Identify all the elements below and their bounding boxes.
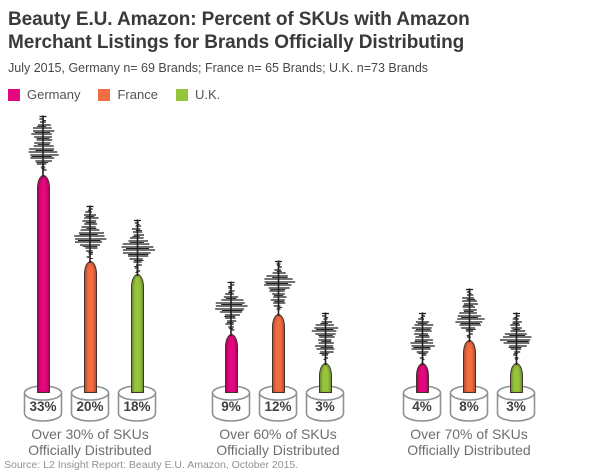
- bar-base-cylinder: 33%: [23, 385, 63, 422]
- mascara-brush-icon: [499, 312, 531, 365]
- bar-value-label: 4%: [412, 399, 432, 414]
- mascara-bar-germany: 33%: [23, 115, 63, 422]
- bar-tube: [415, 363, 429, 393]
- mascara-brush-icon: [28, 115, 59, 177]
- bar-base-cylinder: 9%: [211, 385, 251, 422]
- mascara-bar-germany: 9%: [211, 281, 251, 422]
- legend-label-uk: U.K.: [194, 87, 221, 102]
- group-caption: Over 70% of SKUs Officially Distributed: [407, 426, 531, 458]
- bar-tube: [83, 261, 97, 393]
- mascara-bar-uk: 3%: [305, 312, 345, 422]
- source-note: Source: L2 Insight Report: Beauty E.U. A…: [4, 459, 299, 471]
- chart-title: Beauty E.U. Amazon: Percent of SKUs with…: [8, 9, 470, 53]
- bar-tube: [509, 363, 523, 393]
- bar-value-label: 20%: [76, 399, 103, 414]
- mascara-brush-icon: [121, 219, 155, 276]
- bar-value-label: 8%: [459, 399, 479, 414]
- bar-base-cylinder: 3%: [496, 385, 536, 422]
- legend: Germany France U.K.: [8, 87, 610, 102]
- mascara-brush-icon: [311, 312, 338, 365]
- bar-base-cylinder: 20%: [70, 385, 110, 422]
- bar-tube: [318, 363, 332, 393]
- legend-swatch-france-icon: [98, 88, 111, 101]
- mascara-brush-icon: [410, 312, 435, 365]
- bar-value-label: 12%: [264, 399, 291, 414]
- bar-value-label: 9%: [221, 399, 241, 414]
- bar-base-cylinder: 3%: [305, 385, 345, 422]
- bar-tube: [130, 274, 144, 393]
- mascara-bar-germany: 4%: [402, 312, 442, 422]
- chart-group-3: 4% 8% 3% Over 70% of SKUs Officially Distrib…: [402, 288, 536, 458]
- bar-value-label: 18%: [123, 399, 150, 414]
- legend-item-france: France: [98, 87, 158, 102]
- bar-value-label: 33%: [29, 399, 56, 414]
- bar-tube: [462, 340, 476, 393]
- bar-tube: [224, 334, 238, 393]
- legend-swatch-uk-icon: [175, 88, 188, 101]
- legend-item-uk: U.K.: [175, 87, 221, 102]
- legend-item-germany: Germany: [8, 87, 80, 102]
- mascara-bar-uk: 3%: [496, 312, 536, 422]
- mascara-bar-france: 12%: [258, 260, 298, 422]
- mascara-bar-france: 20%: [70, 205, 110, 422]
- legend-swatch-germany-icon: [8, 88, 20, 101]
- mascara-bar-france: 8%: [449, 288, 489, 422]
- group-caption: Over 30% of SKUs Officially Distributed: [28, 426, 152, 458]
- legend-label-france: France: [117, 87, 158, 102]
- mascara-brush-icon: [263, 260, 295, 316]
- mascara-brush-icon: [215, 281, 248, 336]
- legend-label-germany: Germany: [27, 87, 81, 102]
- group-caption: Over 60% of SKUs Officially Distributed: [216, 426, 340, 458]
- mascara-brush-icon: [454, 288, 485, 342]
- chart-group-2: 9% 12% 3% Over 60% of SKUs Officially Distri…: [211, 260, 345, 458]
- bars-row: 33% 20% 18%: [23, 115, 157, 422]
- bars-row: 4% 8% 3%: [402, 288, 536, 422]
- bar-base-cylinder: 18%: [117, 385, 157, 422]
- bar-base-cylinder: 8%: [449, 385, 489, 422]
- mascara-brush-icon: [74, 205, 107, 263]
- bars-row: 9% 12% 3%: [211, 260, 345, 422]
- bar-tube: [271, 314, 285, 393]
- mascara-bar-uk: 18%: [117, 219, 157, 422]
- bar-value-label: 3%: [506, 399, 526, 414]
- chart-group-1: 33% 20% 18% Over 30% of SKUs Officially Dist…: [23, 115, 157, 458]
- bar-value-label: 3%: [315, 399, 335, 414]
- bar-tube: [36, 175, 50, 393]
- chart-subtitle: July 2015, Germany n= 69 Brands; France …: [8, 61, 429, 75]
- chart-header: Beauty E.U. Amazon: Percent of SKUs with…: [0, 0, 610, 102]
